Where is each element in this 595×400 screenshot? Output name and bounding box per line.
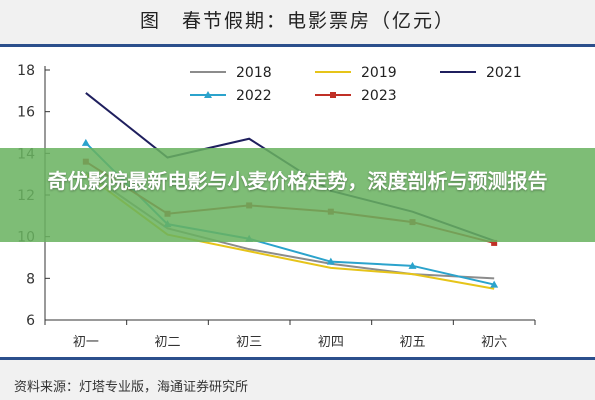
source-note: 资料来源：灯塔专业版，海通证券研究所 — [14, 380, 249, 395]
legend-label-2018: 2018 — [236, 65, 272, 81]
footer-rule — [0, 357, 595, 360]
overlay-banner: 奇优影院最新电影与小麦价格走势，深度剖析与预测报告 — [0, 148, 595, 242]
x-tick-label: 初四 — [318, 335, 344, 350]
y-tick-label: 16 — [17, 105, 35, 121]
legend-label-2021: 2021 — [486, 65, 522, 81]
y-tick-label: 8 — [26, 271, 35, 287]
legend-label-2022: 2022 — [236, 88, 272, 104]
header-bar — [0, 0, 595, 44]
legend-label-2019: 2019 — [361, 65, 397, 81]
x-tick-label: 初二 — [154, 335, 180, 350]
point-2022 — [81, 138, 90, 146]
x-tick-label: 初一 — [73, 335, 99, 350]
header-rule — [0, 44, 595, 47]
chart-title: 图 春节假期：电影票房（亿元） — [139, 10, 455, 32]
point-2022 — [326, 257, 335, 265]
legend-marker-2023 — [330, 92, 336, 98]
y-tick-label: 18 — [17, 63, 35, 79]
point-2023 — [491, 239, 498, 246]
banner-headline: 奇优影院最新电影与小麦价格走势，深度剖析与预测报告 — [47, 169, 548, 193]
point-2022 — [408, 261, 417, 269]
x-tick-label: 初六 — [481, 335, 507, 350]
legend-marker-2022 — [204, 91, 212, 98]
y-tick-label: 6 — [26, 313, 35, 329]
legend-label-2023: 2023 — [361, 88, 397, 104]
x-tick-label: 初三 — [236, 335, 262, 350]
footer-bar — [0, 360, 595, 400]
x-tick-label: 初五 — [399, 335, 425, 350]
point-2022 — [490, 280, 499, 288]
